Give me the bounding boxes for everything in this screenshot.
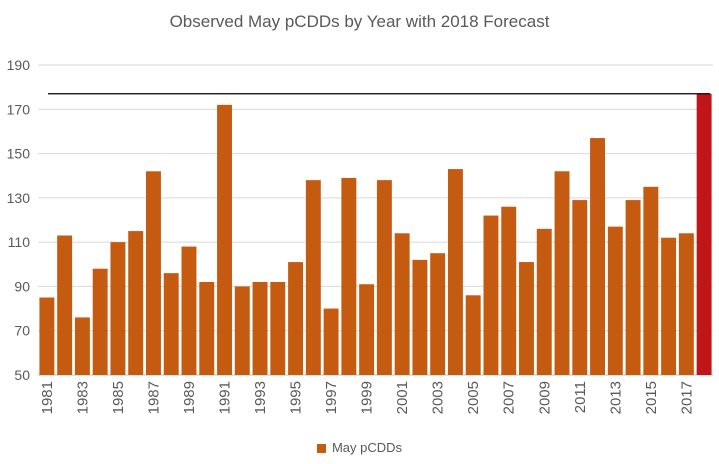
bar: [323, 308, 339, 375]
bar: [288, 262, 304, 375]
bar: [590, 138, 605, 375]
forecast-bar: [696, 93, 712, 376]
bar: [359, 284, 375, 375]
bar: [643, 186, 659, 375]
bar: [554, 171, 570, 375]
bar: [146, 171, 161, 375]
bar: [163, 273, 179, 375]
x-tick-label: 2003: [430, 381, 447, 414]
x-tick-label: 2007: [501, 381, 518, 414]
y-tick-label: 170: [7, 101, 31, 117]
y-tick-label: 130: [7, 190, 31, 206]
bar: [341, 177, 357, 375]
bar: [252, 282, 268, 375]
x-tick-label: 2005: [465, 381, 482, 414]
x-tick-label: 2001: [394, 381, 411, 414]
bar: [483, 215, 499, 375]
bar: [74, 317, 90, 375]
x-tick-label: 1983: [74, 381, 91, 414]
bar: [270, 282, 286, 375]
bar: [234, 286, 250, 375]
x-tick-label: 1991: [217, 381, 234, 414]
y-tick-label: 150: [7, 146, 31, 162]
x-tick-label: 1993: [252, 381, 269, 414]
x-tick-label: 1989: [181, 381, 198, 414]
bar: [181, 246, 197, 375]
x-tick-label: 1985: [110, 381, 127, 414]
bar: [110, 242, 126, 375]
bar: [519, 262, 534, 375]
x-tick-label: 1981: [39, 381, 56, 414]
y-tick-label: 50: [14, 367, 30, 383]
bar: [92, 268, 108, 375]
legend-swatch: [316, 444, 326, 454]
bar: [661, 237, 677, 375]
legend-label: May pCDDs: [331, 440, 403, 455]
bar: [607, 226, 623, 375]
bar: [217, 104, 232, 375]
bar: [57, 235, 73, 375]
x-tick-label: 1999: [359, 381, 376, 414]
bar: [199, 282, 215, 375]
x-tick-label: 1995: [288, 381, 305, 414]
y-tick-label: 90: [14, 278, 30, 294]
legend: May pCDDs: [0, 440, 719, 455]
bar: [678, 233, 694, 375]
bar: [536, 228, 552, 375]
bar: [430, 253, 446, 375]
bar: [465, 295, 481, 375]
x-tick-label: 2015: [643, 381, 660, 414]
y-tick-label: 190: [7, 57, 31, 73]
chart-title: Observed May pCDDs by Year with 2018 For…: [169, 12, 550, 31]
bar: [625, 200, 641, 375]
bar: [447, 169, 463, 375]
bar: [412, 259, 428, 375]
x-tick-label: 1997: [323, 381, 340, 414]
y-tick-label: 70: [14, 323, 30, 339]
bar: [501, 206, 517, 375]
x-tick-label: 2017: [678, 381, 695, 414]
bar: [39, 297, 55, 375]
x-tick-label: 1987: [145, 381, 162, 414]
bar: [572, 200, 588, 375]
x-tick-label: 2013: [607, 381, 624, 414]
y-tick-label: 110: [8, 234, 31, 250]
bar: [394, 233, 410, 375]
x-tick-label: 2011: [572, 381, 589, 413]
x-tick-label: 2009: [536, 381, 553, 414]
bar: [376, 180, 392, 375]
bar: [128, 231, 144, 375]
bar: [305, 180, 321, 375]
